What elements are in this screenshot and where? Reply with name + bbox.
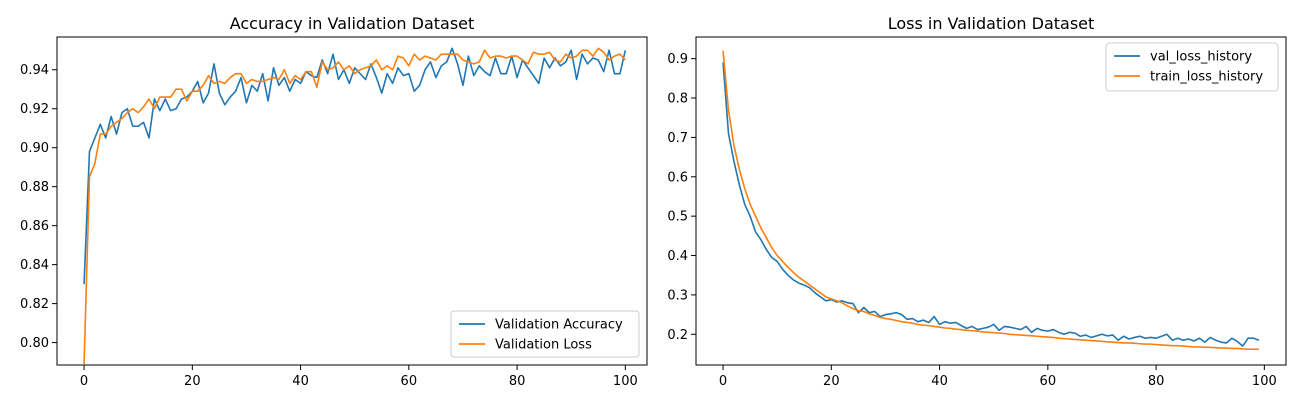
accuracy-plot-area: 0 20 40 60 80 100 0.80 0.82 0.84 0.86 0.88 0.90 0.92…: [20, 47, 638, 389]
accuracy-panel: Accuracy in Validation Dataset 0 20 40 60 80…: [20, 14, 648, 389]
accuracy-axes-frame: [56, 36, 648, 366]
y-tick-label: 0.82: [20, 297, 49, 312]
legend-label: Validation Accuracy: [495, 318, 623, 333]
y-tick-label: 0.5: [667, 210, 688, 225]
loss-legend: val_loss_history train_loss_history: [1105, 42, 1279, 92]
legend-label: train_loss_history: [1150, 70, 1263, 85]
x-tick-label: 100: [613, 374, 638, 389]
x-tick-label: 80: [509, 374, 526, 389]
y-tick-label: 0.86: [20, 219, 49, 234]
series-line-train-loss-history: [722, 50, 1259, 351]
y-tick-label: 0.2: [667, 328, 688, 343]
loss-plot-area: 0 20 40 60 80 100 0.2 0.3 0.4 0.5 0.6 0.7 0.8 0.9: [667, 50, 1277, 389]
accuracy-chart-title: Accuracy in Validation Dataset: [230, 14, 475, 33]
x-tick-label: 0: [719, 374, 727, 389]
y-tick-label: 0.92: [20, 102, 49, 117]
x-tick-label: 60: [401, 374, 418, 389]
x-tick-label: 60: [1040, 374, 1057, 389]
x-tick-label: 80: [1148, 374, 1165, 389]
y-tick-label: 0.88: [20, 180, 49, 195]
y-tick-label: 0.6: [667, 170, 688, 185]
y-tick-label: 0.3: [667, 288, 688, 303]
x-tick-label: 40: [931, 374, 948, 389]
x-tick-label: 20: [184, 374, 201, 389]
loss-axes-frame: [695, 36, 1287, 366]
y-tick-label: 0.90: [20, 141, 49, 156]
x-tick-label: 100: [1252, 374, 1277, 389]
y-tick-label: 0.9: [667, 52, 688, 67]
y-tick-label: 0.7: [667, 131, 688, 146]
y-tick-label: 0.8: [667, 92, 688, 107]
y-tick-label: 0.84: [20, 258, 49, 273]
y-tick-label: 0.94: [20, 63, 49, 78]
loss-panel: Loss in Validation Dataset 0 20 40 60 80 1000…: [667, 14, 1287, 389]
series-line-validation-accuracy: [83, 47, 627, 285]
series-line-val-loss-history: [722, 62, 1260, 347]
series-line-validation-loss: [83, 47, 626, 365]
accuracy-legend: Validation Accuracy Validation Loss: [450, 310, 640, 358]
y-tick-label: 0.4: [667, 249, 688, 264]
legend-box: [1105, 42, 1279, 92]
legend-label: Validation Loss: [495, 338, 592, 353]
legend-box: [450, 310, 640, 358]
y-tick-label: 0.80: [20, 336, 49, 351]
legend-label: val_loss_history: [1150, 50, 1252, 65]
loss-chart-title: Loss in Validation Dataset: [888, 14, 1095, 33]
x-tick-label: 20: [823, 374, 840, 389]
x-tick-label: 0: [80, 374, 88, 389]
x-tick-label: 40: [292, 374, 309, 389]
